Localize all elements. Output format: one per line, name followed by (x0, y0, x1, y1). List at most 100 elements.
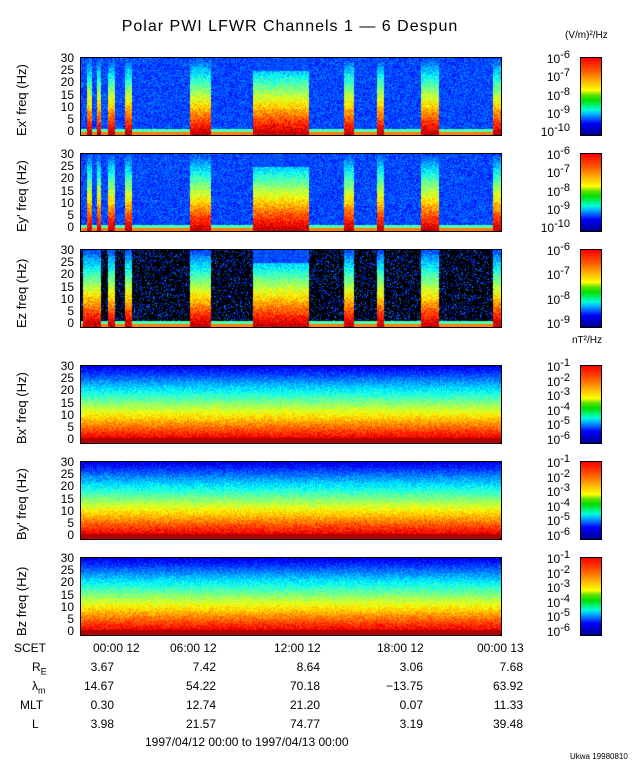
colorbar-tick-base: 10 (546, 317, 561, 331)
y-tick-label: 10 (60, 407, 74, 422)
colorbar-tick-label: 10-6 (528, 241, 570, 258)
spectrogram-panel-6 (80, 557, 502, 636)
scet-label: SCET (14, 641, 47, 655)
colorbar-tick-base: 10 (546, 514, 561, 529)
y-tick-label: 15 (60, 279, 74, 294)
colorbar-tick-exponent: -6 (560, 430, 570, 442)
ephemeris-value: 11.33 (493, 698, 523, 712)
colorbar-tick-label: 10-8 (528, 182, 570, 199)
ephemeris-row-subscript: m (38, 685, 46, 696)
ephemeris-row-label: L (32, 717, 39, 731)
ephemeris-value: 3.19 (399, 717, 423, 731)
y-tick-label: 30 (60, 455, 74, 469)
colorbar-tick-exponent: -9 (560, 103, 570, 116)
ephemeris-value: 0.07 (399, 698, 423, 712)
colorbar-tick-exponent: -4 (560, 496, 570, 509)
colorbar-tick-exponent: -7 (560, 163, 570, 176)
colorbar-tick-label: 10-3 (528, 578, 570, 595)
colorbar-tick-label: 10-4 (528, 593, 570, 610)
y-tick-label: 20 (60, 383, 74, 398)
ephemeris-value: 3.98 (90, 717, 114, 731)
colorbar-tick-exponent: -3 (560, 482, 570, 495)
b-unit-label: nT²/Hz (572, 335, 602, 346)
colorbar-tick-exponent: -8 (560, 289, 570, 302)
colorbar-tick-exponent: -8 (560, 85, 570, 98)
y-tick-label: 5 (67, 304, 74, 319)
y-tick-label: 25 (60, 255, 74, 270)
colorbar-tick-base: 10 (546, 595, 561, 610)
colorbar-tick-base: 10 (546, 148, 561, 162)
colorbar-tick-base: 10 (546, 610, 561, 625)
colorbar-tick-label: 10-4 (528, 401, 570, 418)
y-tick-label: 30 (60, 147, 74, 161)
ephemeris-value: 7.68 (499, 660, 523, 674)
colorbar-tick-exponent: -6 (560, 622, 570, 634)
y-tick-label: 0 (67, 220, 74, 235)
y-tick-label: 30 (60, 359, 74, 373)
y-tick-label: 20 (60, 479, 74, 494)
colorbar-tick-exponent: -6 (560, 49, 570, 61)
y-tick-label: 15 (60, 491, 74, 506)
y-tick-label: 10 (60, 503, 74, 518)
panel-ylabel: Ey' freq (Hz) (14, 160, 29, 232)
ephemeris-value: −13.75 (385, 679, 423, 693)
colorbar-tick-label: 10-1 (528, 453, 570, 470)
colorbar-tick-exponent: -4 (560, 400, 570, 413)
colorbar-tick-exponent: -9 (560, 199, 570, 212)
y-tick-label: 30 (60, 51, 74, 65)
colorbar-tick-exponent: -4 (560, 592, 570, 605)
ephemeris-value: 21.20 (289, 698, 320, 712)
panel-ylabel: Ex' freq (Hz) (14, 64, 29, 136)
y-tick-label: 5 (67, 112, 74, 127)
colorbar-tick-base: 10 (546, 433, 561, 447)
colorbar-tick-label: 10-3 (528, 482, 570, 499)
colorbar-4 (580, 365, 602, 444)
colorbar-tick-label: 10-5 (528, 415, 570, 432)
colorbar-tick-label: 10-6 (528, 526, 570, 543)
spectrogram-panel-3 (80, 249, 502, 328)
y-tick-label: 15 (60, 587, 74, 602)
y-tick-label: 5 (67, 420, 74, 435)
colorbar-tick-label: 10-8 (528, 86, 570, 103)
y-tick-label: 25 (60, 63, 74, 78)
colorbar-tick-exponent: -10 (554, 218, 570, 230)
ephemeris-value: 12.74 (185, 698, 216, 712)
colorbar-tick-label: 10-7 (528, 265, 570, 282)
x-tick-time: 00:00 12 (93, 641, 140, 655)
colorbar-tick-label: 10-3 (528, 386, 570, 403)
colorbar-tick-base: 10 (546, 403, 561, 418)
y-tick-label: 0 (67, 528, 74, 543)
colorbar-tick-exponent: -7 (560, 265, 570, 278)
date-range: 1997/04/12 00:00 to 1997/04/13 00:00 (145, 735, 349, 749)
colorbar-tick-base: 10 (546, 268, 561, 283)
y-tick-label: 0 (67, 432, 74, 447)
y-tick-label: 30 (60, 551, 74, 565)
x-tick-time: 18:00 12 (377, 641, 424, 655)
ephemeris-value: 21.57 (185, 717, 216, 731)
y-tick-label: 10 (60, 99, 74, 114)
colorbar-tick-exponent: -10 (554, 122, 570, 134)
colorbar-tick-label: 10-2 (528, 468, 570, 485)
colorbar-tick-base: 10 (546, 566, 561, 581)
colorbar-tick-base: 10 (546, 581, 561, 596)
colorbar-tick-exponent: -5 (560, 415, 570, 428)
colorbar-tick-label: 10-5 (528, 607, 570, 624)
y-tick-label: 15 (60, 395, 74, 410)
y-tick-label: 25 (60, 467, 74, 482)
ephemeris-value: 7.42 (192, 660, 216, 674)
y-tick-label: 25 (60, 563, 74, 578)
x-tick-time: 12:00 12 (274, 641, 321, 655)
colorbar-tick-base: 10 (546, 70, 561, 85)
colorbar-1 (580, 57, 602, 136)
colorbar-tick-label: 10-1 (528, 357, 570, 374)
panel-ylabel: Bz freq (Hz) (14, 566, 29, 636)
figure-title: Polar PWI LFWR Channels 1 — 6 Despun (121, 18, 459, 35)
colorbar-tick-exponent: -9 (560, 314, 570, 326)
ephemeris-value: 14.67 (83, 679, 114, 693)
colorbar-tick-exponent: -6 (560, 526, 570, 538)
colorbar-tick-base: 10 (546, 292, 561, 307)
y-tick-label: 5 (67, 208, 74, 223)
y-tick-label: 20 (60, 267, 74, 282)
colorbar-tick-exponent: -1 (560, 453, 570, 465)
colorbar-tick-exponent: -5 (560, 607, 570, 620)
